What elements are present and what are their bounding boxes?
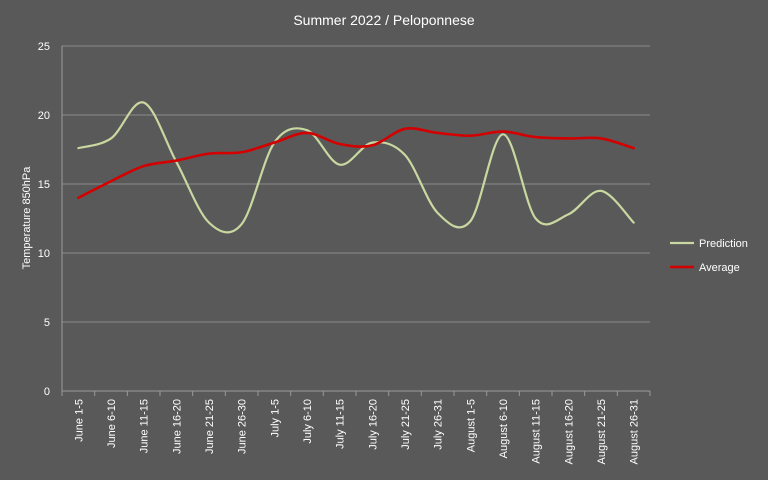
x-tick-label: June 21-25 [204,399,216,454]
series-lines [77,101,635,234]
x-tick-label: August 16-20 [563,399,575,464]
y-axis-title: Temperature 850hPa [21,166,33,270]
x-tick-label: July 26-31 [433,399,445,450]
y-tick-label: 20 [38,110,50,122]
grid-lines [61,45,650,392]
x-tick-label: August 1-5 [465,399,477,452]
y-tick-label: 5 [44,317,50,329]
y-tick-label: 15 [38,179,50,191]
x-tick-label: July 21-25 [400,399,412,450]
x-tick-label: August 6-10 [498,399,510,458]
y-axis-ticks: 0 5 10 15 20 25 [38,41,50,398]
x-tick-label: June 1-5 [73,399,85,442]
y-tick-label: 0 [44,386,50,398]
x-tick-label: June 26-30 [237,399,249,454]
x-tick-label: July 11-15 [335,399,347,449]
series-line-average [77,127,635,200]
x-tick-label: August 21-25 [596,399,608,464]
x-tick-label: July 1-5 [269,399,281,438]
x-tick-label: August 26-31 [629,399,641,464]
x-tick-label: June 16-20 [171,399,183,454]
y-tick-label: 25 [38,41,50,53]
series-line-prediction [77,101,635,234]
x-tick-label: August 11-15 [531,399,543,464]
y-tick-label: 10 [38,248,50,260]
legend: Prediction Average [670,238,748,274]
x-tick-label: July 6-10 [302,399,314,444]
x-axis-ticks: June 1-5 June 6-10 June 11-15 June 16-20 Jun… [61,391,651,464]
legend-label-average: Average [699,262,740,274]
chart-title: Summer 2022 / Peloponnese [293,12,475,28]
x-tick-label: June 6-10 [106,399,118,448]
x-tick-label: June 11-15 [139,399,151,453]
legend-label-prediction: Prediction [699,238,748,250]
x-tick-label: July 16-20 [367,399,379,450]
